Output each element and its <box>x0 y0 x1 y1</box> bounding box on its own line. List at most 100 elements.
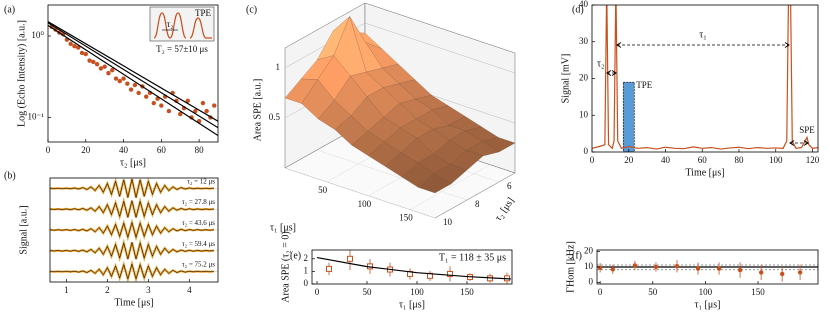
x-tick-label: 120 <box>806 155 820 165</box>
marker <box>110 68 115 73</box>
y-tick-label: 1 <box>304 265 309 275</box>
plot-area <box>592 5 818 152</box>
marker <box>113 76 119 81</box>
y-axis-label: Signal [mV] <box>560 54 571 104</box>
data-line <box>48 22 218 129</box>
fit-line <box>50 200 214 218</box>
marker <box>185 98 190 104</box>
x-tick-label: 0 <box>598 287 603 297</box>
marker <box>347 255 353 262</box>
marker <box>695 266 701 271</box>
x-axis-label: τ₂ [μs] <box>120 157 146 168</box>
marker <box>166 108 172 114</box>
panel-label: (d) <box>572 4 584 15</box>
highlight-bar <box>622 81 635 152</box>
x-tick-label: 2 <box>105 285 110 295</box>
marker <box>716 266 722 271</box>
fit-line <box>50 178 214 198</box>
marker <box>117 78 122 84</box>
marker <box>121 76 126 81</box>
x-axis-label: τ₁ [μs] <box>695 299 721 310</box>
y-tick-label: 10⁰ <box>31 30 44 40</box>
x-axis-label: τ₁ [μs] <box>270 222 296 233</box>
marker <box>151 100 156 106</box>
x-axis-label: Time [μs] <box>685 167 724 178</box>
marker <box>132 82 138 88</box>
panel-label: (a) <box>4 4 15 15</box>
marker <box>597 265 603 270</box>
x-tick-label: 150 <box>460 287 474 297</box>
arrow-head <box>616 42 790 48</box>
y-axis-label: Area SPE (τ₂ = 0) <box>280 231 291 302</box>
marker <box>204 108 209 114</box>
marker <box>102 64 107 69</box>
y-tick-label: 6 <box>507 181 512 191</box>
y-axis-label: ΓHom [kHz] <box>565 241 576 293</box>
marker <box>212 103 217 108</box>
x-tick-label: 50 <box>318 185 328 195</box>
axes-frame <box>596 249 819 285</box>
y-tick-label: 0 <box>589 277 594 287</box>
inset: τ₂ TPE <box>149 6 215 42</box>
y-tick-label: 8 <box>475 199 480 209</box>
marker <box>79 50 85 56</box>
x-tick-label: 50 <box>648 287 658 297</box>
x-tick-label: 40 <box>119 145 129 155</box>
x-tick-label: 40 <box>661 155 671 165</box>
x-tick-label: 20 <box>624 155 634 165</box>
marker <box>632 263 638 268</box>
axes-frame <box>47 4 219 143</box>
marker <box>72 43 77 49</box>
arrow-head <box>789 140 809 146</box>
y-tick-label: 10 <box>443 217 453 227</box>
x-tick-label: 60 <box>698 155 708 165</box>
marker <box>674 264 680 269</box>
y-tick-label: 0 <box>304 278 309 288</box>
z-tick-label: 0.5 <box>269 112 281 122</box>
x-tick-label: 0 <box>590 155 595 165</box>
x-tick-label: 150 <box>399 213 413 223</box>
annotation: τ₂ <box>597 58 605 69</box>
marker <box>159 103 164 108</box>
plot-area <box>48 21 218 137</box>
y-tick-label: 30 <box>579 36 589 46</box>
highlight-label: TPE <box>636 80 653 90</box>
data-line <box>316 256 512 280</box>
data-line <box>592 5 818 150</box>
panel-label: (e) <box>290 250 301 261</box>
y-tick-label: 2 <box>304 253 309 263</box>
axes-frame <box>591 4 819 153</box>
x-tick-label: 60 <box>157 145 167 155</box>
marker <box>447 270 453 277</box>
fit-line <box>50 241 214 260</box>
x-tick-label: 4 <box>187 285 192 295</box>
z-axis-label: Area SPE [a.u.] <box>252 79 263 142</box>
x-tick-label: 150 <box>751 287 765 297</box>
panel-label: (b) <box>4 170 16 181</box>
panel-label: (c) <box>246 4 257 15</box>
marker <box>797 270 803 275</box>
marker <box>193 108 198 114</box>
annotation: SPE <box>799 125 815 135</box>
marker <box>83 51 88 57</box>
inset-label: τ₂ <box>167 19 174 29</box>
marker <box>128 87 134 92</box>
x-tick-label: 100 <box>699 287 713 297</box>
trace-label: τ₂ = 27.8 μs <box>182 198 215 206</box>
marker <box>758 270 764 275</box>
z-tick-label: 1 <box>276 62 281 72</box>
y-axis-label: τ₂ [μs] <box>493 196 517 224</box>
marker <box>178 111 183 117</box>
marker <box>326 265 332 272</box>
x-tick-label: 20 <box>81 145 91 155</box>
surface-patch <box>417 173 452 194</box>
y-tick-label: 20 <box>584 246 594 256</box>
x-tick-label: 100 <box>358 199 372 209</box>
y-tick-label: 10⁻¹ <box>28 112 45 122</box>
inset-label: TPE <box>195 8 212 18</box>
annotation: τ₁ <box>699 29 707 40</box>
marker <box>125 81 130 86</box>
grid-line <box>409 164 491 210</box>
grid-line <box>316 149 468 201</box>
